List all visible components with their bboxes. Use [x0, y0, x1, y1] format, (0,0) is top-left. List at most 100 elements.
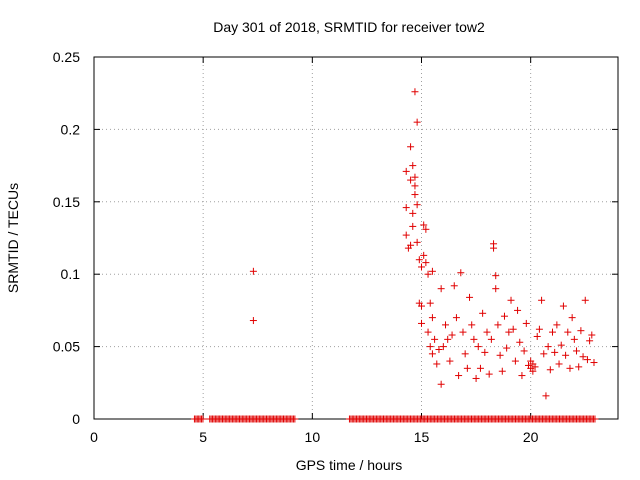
x-tick-label: 0	[90, 429, 98, 445]
data-point	[433, 360, 441, 368]
data-point	[496, 351, 504, 359]
data-point	[446, 357, 454, 365]
x-tick-label: 5	[199, 429, 207, 445]
data-point	[590, 359, 598, 367]
x-tick-label: 10	[305, 429, 321, 445]
data-point	[437, 380, 445, 388]
data-point	[411, 88, 419, 96]
data-point	[546, 366, 554, 374]
data-point	[249, 317, 257, 325]
data-point	[442, 321, 450, 329]
data-point	[422, 259, 430, 267]
data-point	[579, 353, 587, 361]
data-point	[490, 244, 498, 252]
data-point	[511, 357, 519, 365]
data-point	[411, 173, 419, 181]
data-point	[588, 331, 596, 339]
data-point	[411, 191, 419, 199]
data-point	[494, 321, 502, 329]
data-point	[431, 335, 439, 343]
x-tick-labels: 0 5 10 15 20	[90, 429, 539, 445]
y-tick-label: 0	[72, 411, 80, 427]
data-point	[428, 267, 436, 275]
data-point	[402, 231, 410, 239]
data-point	[435, 345, 443, 353]
axis-ticks	[93, 56, 618, 420]
data-point	[468, 321, 476, 329]
data-point	[555, 360, 563, 368]
data-point	[428, 350, 436, 358]
data-point	[413, 238, 421, 246]
data-point	[472, 374, 480, 382]
data-point	[492, 272, 500, 280]
data-point	[570, 335, 578, 343]
y-tick-label: 0.15	[53, 194, 80, 210]
data-point	[518, 372, 526, 380]
plot-frame	[93, 56, 619, 420]
data-point	[455, 372, 463, 380]
data-point	[562, 351, 570, 359]
data-point	[415, 256, 423, 264]
data-point	[479, 309, 487, 317]
data-point	[459, 328, 467, 336]
data-point	[470, 335, 478, 343]
grid	[94, 57, 618, 419]
data-point	[483, 328, 491, 336]
data-point	[291, 415, 299, 423]
data-point	[568, 314, 576, 322]
data-point	[437, 285, 445, 293]
y-tick-label: 0.1	[61, 266, 81, 282]
data-point	[509, 325, 517, 333]
data-point	[529, 367, 537, 375]
data-point	[466, 293, 474, 301]
data-point	[586, 337, 594, 345]
data-point	[457, 269, 465, 277]
data-point	[450, 282, 458, 290]
x-axis-label: GPS time / hours	[296, 457, 403, 473]
data-point	[551, 348, 559, 356]
data-point	[485, 370, 493, 378]
data-point	[544, 343, 552, 351]
data-point	[498, 367, 506, 375]
data-point	[481, 348, 489, 356]
data-point	[557, 341, 565, 349]
data-point	[409, 209, 417, 217]
data-point	[409, 222, 417, 230]
data-point	[422, 225, 430, 233]
data-point	[439, 343, 447, 351]
x-tick-label: 20	[523, 429, 539, 445]
data-point	[559, 302, 567, 310]
data-point	[503, 344, 511, 352]
chart-title: Day 301 of 2018, SRMTID for receiver tow…	[213, 19, 485, 35]
data-point	[492, 285, 500, 293]
data-point	[520, 347, 528, 355]
data-point	[407, 143, 415, 151]
data-point	[577, 327, 585, 335]
data-point	[500, 312, 508, 320]
data-point	[476, 364, 484, 372]
data-point	[507, 296, 515, 304]
data-point	[549, 328, 556, 336]
data-point	[535, 325, 543, 333]
data-point	[581, 296, 589, 304]
data-point	[553, 321, 561, 329]
data-point	[418, 263, 425, 271]
data-point	[413, 118, 421, 126]
data-point	[564, 328, 572, 336]
y-tick-label: 0.25	[53, 49, 80, 65]
data-point	[461, 350, 469, 358]
data-point	[516, 338, 524, 346]
data-point	[402, 167, 410, 175]
data-point	[411, 182, 419, 190]
data-point	[426, 343, 434, 351]
data-points	[190, 88, 599, 423]
data-point	[531, 363, 539, 371]
x-tick-label: 15	[414, 429, 430, 445]
data-point	[583, 356, 591, 364]
data-point	[487, 335, 495, 343]
data-point	[409, 162, 417, 170]
data-point	[444, 335, 452, 343]
data-point	[448, 331, 456, 339]
y-axis-label: SRMTID / TECUs	[5, 183, 21, 293]
